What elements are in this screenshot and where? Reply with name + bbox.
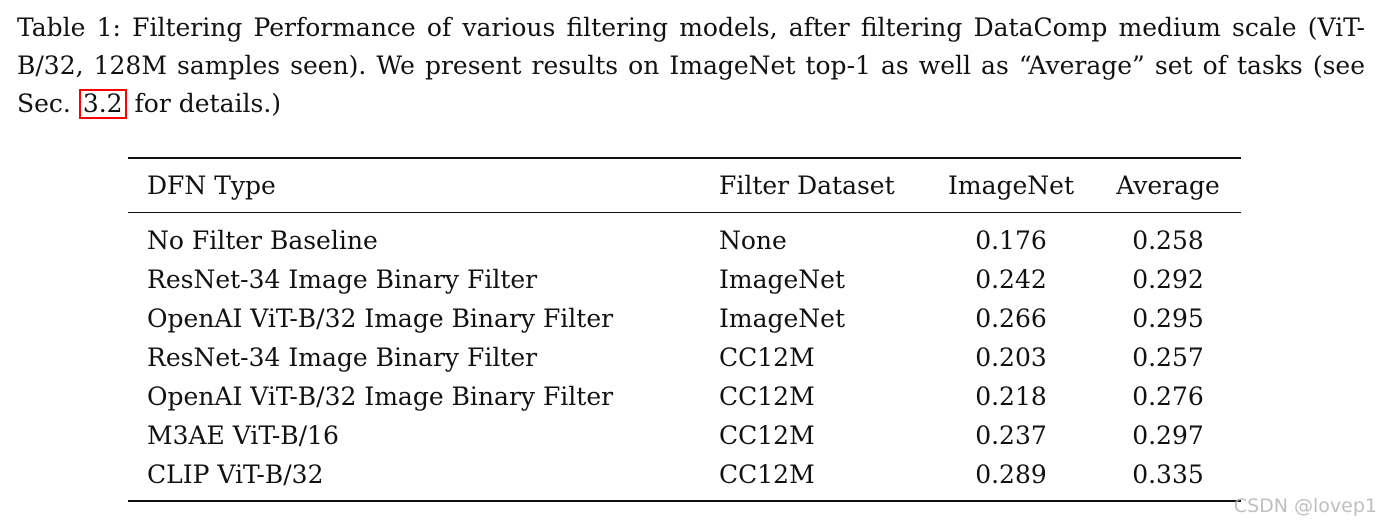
cell-dfn-type: ResNet-34 Image Binary Filter	[147, 343, 538, 372]
table-header-rule	[128, 212, 1241, 213]
cell-average: 0.276	[1132, 382, 1204, 411]
cell-imagenet: 0.242	[975, 265, 1047, 294]
cell-dfn-type: CLIP ViT-B/32	[147, 460, 324, 489]
header-average: Average	[1116, 171, 1220, 200]
cell-average: 0.295	[1132, 304, 1204, 333]
caption-text: Table 1: Filtering Performance of variou…	[17, 13, 1365, 118]
cell-average: 0.292	[1132, 265, 1204, 294]
cell-filter-dataset: CC12M	[719, 460, 815, 489]
cell-imagenet: 0.176	[975, 226, 1047, 255]
cell-filter-dataset: None	[719, 226, 787, 255]
cell-average: 0.257	[1132, 343, 1204, 372]
cell-dfn-type: ResNet-34 Image Binary Filter	[147, 265, 538, 294]
table-bottom-rule	[128, 500, 1241, 502]
cell-dfn-type: OpenAI ViT-B/32 Image Binary Filter	[147, 382, 614, 411]
cell-imagenet: 0.237	[975, 421, 1047, 450]
header-dfn-type: DFN Type	[147, 171, 276, 200]
caption-text-end: for details.)	[134, 89, 282, 118]
cell-filter-dataset: ImageNet	[719, 304, 846, 333]
cell-imagenet: 0.266	[975, 304, 1047, 333]
cell-average: 0.297	[1132, 421, 1204, 450]
header-imagenet: ImageNet	[947, 171, 1074, 200]
cell-dfn-type: M3AE ViT-B/16	[147, 421, 339, 450]
cell-dfn-type: No Filter Baseline	[147, 226, 378, 255]
cell-imagenet: 0.218	[975, 382, 1047, 411]
cell-dfn-type: OpenAI ViT-B/32 Image Binary Filter	[147, 304, 614, 333]
cell-average: 0.335	[1132, 460, 1204, 489]
table-top-rule	[128, 157, 1241, 159]
watermark: CSDN @lovep1	[1233, 495, 1377, 517]
cell-imagenet: 0.203	[975, 343, 1047, 372]
cell-filter-dataset: ImageNet	[719, 265, 846, 294]
cell-imagenet: 0.289	[975, 460, 1047, 489]
cell-filter-dataset: CC12M	[719, 343, 815, 372]
cell-filter-dataset: CC12M	[719, 382, 815, 411]
cell-filter-dataset: CC12M	[719, 421, 815, 450]
section-reference-link[interactable]: 3.2	[78, 89, 127, 119]
table-caption: Table 1: Filtering Performance of variou…	[17, 9, 1365, 123]
cell-average: 0.258	[1132, 226, 1204, 255]
header-filter-dataset: Filter Dataset	[719, 171, 895, 200]
